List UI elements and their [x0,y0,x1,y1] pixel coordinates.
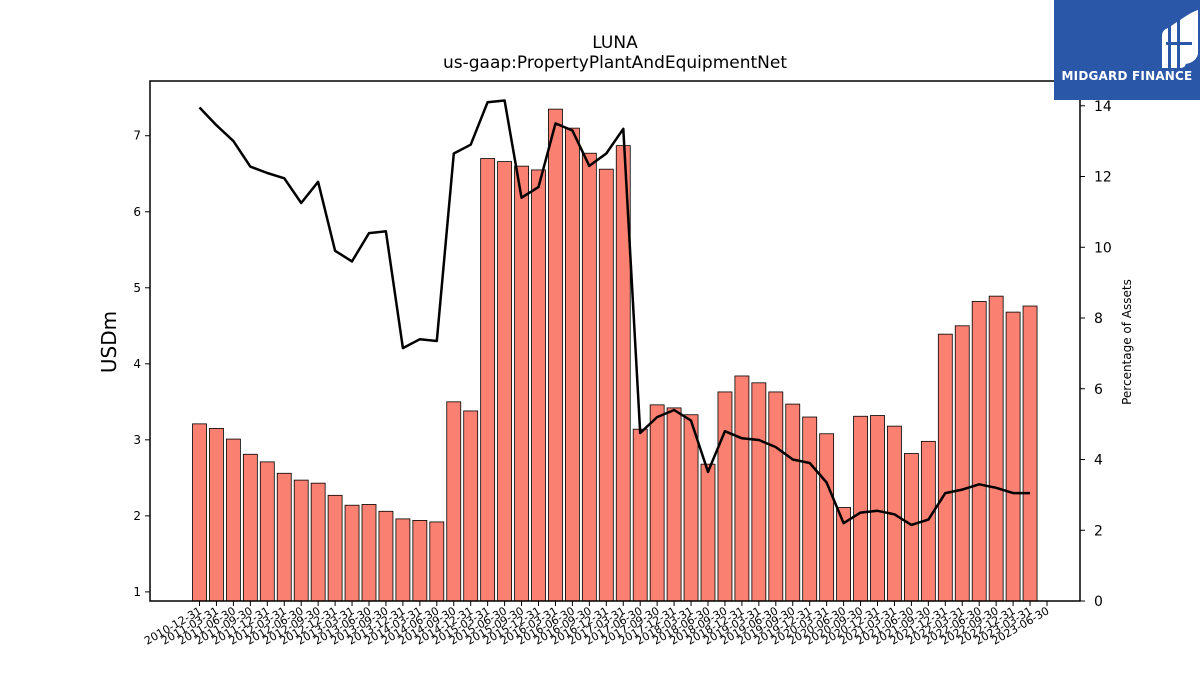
bar [819,433,835,602]
bar [751,382,767,602]
bar [378,510,394,602]
y2-tick-label: 0 [1094,594,1103,610]
bar [683,414,699,602]
y2-tick-label: 12 [1094,170,1112,186]
midgard-finance-logo: MIDGARD FINANCE [1054,0,1200,100]
bar [327,494,343,602]
y-tick-label: 3 [133,433,141,447]
bar [446,401,462,602]
bar [937,333,953,602]
bar [632,428,648,602]
bar [904,453,919,602]
bar [395,518,411,602]
bar [361,504,377,602]
bar [293,479,309,602]
logo-mark-icon [1162,10,1198,68]
bar [1022,305,1038,602]
bar [1005,311,1021,602]
bar [276,472,292,602]
bar [581,152,597,602]
bar [734,375,750,602]
bar [954,325,970,602]
bar [988,295,1004,602]
bar [259,461,275,602]
bar [565,127,580,602]
bar [853,415,868,602]
bar [412,520,428,602]
y2-tick-label: 14 [1094,99,1112,115]
bar [192,423,207,602]
bar [649,404,665,602]
bar [768,391,784,602]
bar [700,463,716,602]
y-tick-label: 2 [133,509,141,523]
bar [802,416,818,602]
bar [514,165,529,602]
bar [242,453,258,602]
y2-tick-label: 6 [1094,382,1103,398]
bar [310,482,326,602]
plot-frame [149,80,1081,602]
chart-subtitle: us-gaap:PropertyPlantAndEquipmentNet [443,53,787,73]
bar [531,169,546,602]
bar [717,391,733,602]
bar [480,158,496,602]
y2-axis-label: Percentage of Assets [1120,279,1134,405]
y-tick-label: 6 [133,205,141,219]
y2-tick-label: 8 [1094,311,1103,327]
bar [344,504,360,602]
line-group [198,99,1030,527]
bar [785,403,801,602]
y-tick-label: 1 [133,585,141,599]
y2-tick-label: 2 [1094,523,1103,539]
chart-title: LUNA [592,33,638,53]
bar [548,108,563,602]
y-tick-label: 7 [133,129,141,143]
logo-text: MIDGARD FINANCE [1061,69,1193,83]
bar [971,301,987,602]
bar [209,428,224,602]
y2-tick-label: 4 [1094,453,1103,469]
bar [497,161,513,602]
y-tick-label: 5 [133,281,141,295]
bar [225,438,241,602]
y-tick-label: 4 [133,357,141,371]
percentage-line [198,99,1030,527]
bar [598,168,614,602]
y-axis-label: USDm [97,311,121,373]
bar [870,415,885,602]
bar [666,407,682,602]
bar [463,410,479,602]
axes-group: 1234567024681012142010-12-312011-03-3120… [133,99,1112,648]
y2-tick-label: 10 [1094,240,1112,256]
bar [429,521,445,602]
